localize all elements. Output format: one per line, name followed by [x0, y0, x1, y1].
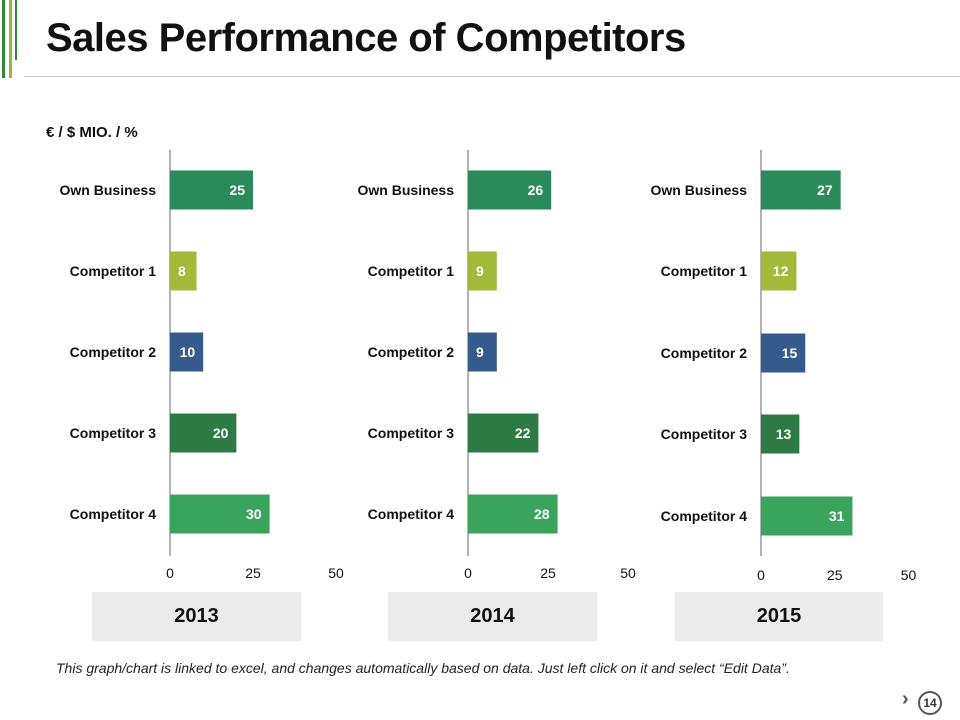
bar-2014-competitor-1	[468, 251, 497, 291]
data-label-2015-competitor-4: 31	[829, 508, 845, 524]
category-label-2014-own-business: Own Business	[358, 182, 455, 198]
x-tick-label-2015-25: 25	[827, 567, 843, 583]
x-tick-label-2013-0: 0	[166, 565, 174, 581]
accent-bar-dark-2	[15, 0, 17, 60]
page-number-badge: 14	[918, 691, 942, 715]
x-tick-label-2014-0: 0	[464, 565, 472, 581]
data-label-2014-own-business: 26	[528, 182, 544, 198]
bar-2013-competitor-3	[170, 413, 237, 453]
year-label-2013: 2013	[92, 592, 301, 641]
category-label-2014-competitor-2: Competitor 2	[368, 344, 455, 360]
data-label-2013-competitor-2: 10	[180, 344, 196, 360]
next-slide-arrow-icon[interactable]: ›	[902, 688, 909, 710]
x-tick-label-2014-25: 25	[540, 565, 556, 581]
category-label-2015-competitor-1: Competitor 1	[661, 263, 748, 279]
slide-title: Sales Performance of Competitors	[46, 16, 686, 60]
bar-2015-competitor-4	[761, 496, 853, 536]
data-label-2015-competitor-3: 13	[776, 426, 792, 442]
year-label-2015: 2015	[675, 592, 883, 641]
bar-2013-competitor-1	[170, 251, 197, 291]
data-label-2013-competitor-3: 20	[213, 425, 229, 441]
bar-2014-competitor-2	[468, 332, 497, 372]
bar-2015-competitor-2	[761, 333, 806, 373]
category-label-2014-competitor-1: Competitor 1	[368, 263, 455, 279]
bar-2013-competitor-2	[170, 332, 204, 372]
year-label-2014: 2014	[388, 592, 597, 641]
bar-2013-competitor-4	[170, 494, 270, 534]
x-tick-label-2013-25: 25	[245, 565, 261, 581]
category-label-2015-competitor-4: Competitor 4	[661, 508, 748, 524]
category-label-2014-competitor-3: Competitor 3	[368, 425, 455, 441]
footnote: This graph/chart is linked to excel, and…	[56, 660, 790, 676]
category-label-2013-competitor-1: Competitor 1	[70, 263, 157, 279]
bar-2013-own-business	[170, 170, 253, 210]
data-label-2014-competitor-4: 28	[534, 506, 550, 522]
bar-2015-competitor-1	[761, 251, 797, 291]
category-label-2013-own-business: Own Business	[60, 182, 157, 198]
data-label-2014-competitor-3: 22	[515, 425, 531, 441]
data-label-2013-competitor-1: 8	[178, 263, 186, 279]
category-label-2015-competitor-3: Competitor 3	[661, 426, 748, 442]
data-label-2013-own-business: 25	[229, 182, 245, 198]
category-label-2015-own-business: Own Business	[651, 182, 748, 198]
data-label-2015-own-business: 27	[817, 182, 833, 198]
category-label-2015-competitor-2: Competitor 2	[661, 345, 748, 361]
bar-2015-competitor-3	[761, 414, 800, 454]
accent-bar-light	[9, 0, 12, 78]
data-label-2015-competitor-1: 12	[773, 263, 789, 279]
unit-label: € / $ MIO. / %	[46, 124, 138, 141]
bar-charts: Own Business 25 Competitor 1 8 Competitor 2 1…	[60, 150, 917, 583]
category-label-2014-competitor-4: Competitor 4	[368, 506, 455, 522]
bar-2015-own-business	[761, 170, 841, 210]
bar-2014-own-business	[468, 170, 552, 210]
x-tick-label-2015-50: 50	[901, 567, 917, 583]
category-label-2013-competitor-4: Competitor 4	[70, 506, 157, 522]
data-label-2014-competitor-1: 9	[476, 263, 484, 279]
title-divider	[24, 76, 960, 77]
x-tick-label-2014-50: 50	[620, 565, 636, 581]
bar-2014-competitor-4	[468, 494, 558, 534]
data-label-2013-competitor-4: 30	[246, 506, 262, 522]
category-label-2013-competitor-2: Competitor 2	[70, 344, 157, 360]
bar-2014-competitor-3	[468, 413, 539, 453]
data-label-2014-competitor-2: 9	[476, 344, 484, 360]
x-tick-label-2015-0: 0	[757, 567, 765, 583]
data-label-2015-competitor-2: 15	[782, 345, 798, 361]
x-tick-label-2013-50: 50	[328, 565, 344, 581]
accent-bar-dark	[2, 0, 5, 78]
category-label-2013-competitor-3: Competitor 3	[70, 425, 157, 441]
